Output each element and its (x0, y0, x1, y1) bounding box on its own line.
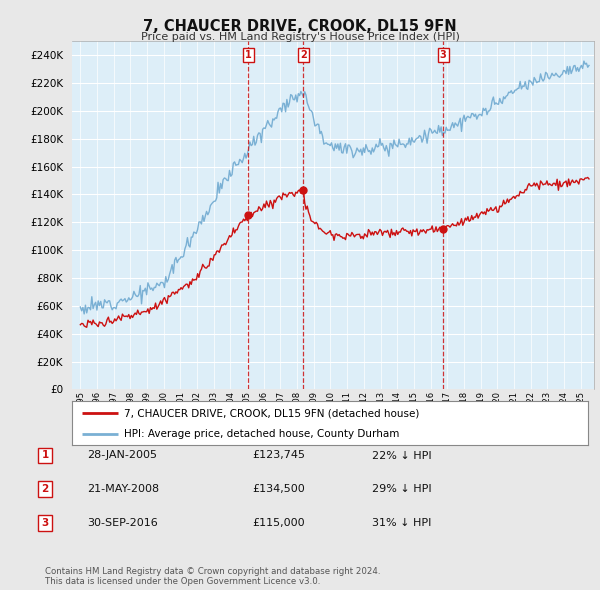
Text: 2: 2 (41, 484, 49, 494)
Text: 30-SEP-2016: 30-SEP-2016 (87, 518, 158, 527)
Text: 31% ↓ HPI: 31% ↓ HPI (372, 518, 431, 527)
Text: 1: 1 (245, 50, 251, 60)
Text: £134,500: £134,500 (252, 484, 305, 494)
Text: 7, CHAUCER DRIVE, CROOK, DL15 9FN: 7, CHAUCER DRIVE, CROOK, DL15 9FN (143, 19, 457, 34)
Text: 3: 3 (41, 518, 49, 527)
Text: 28-JAN-2005: 28-JAN-2005 (87, 451, 157, 460)
Text: Contains HM Land Registry data © Crown copyright and database right 2024.: Contains HM Land Registry data © Crown c… (45, 566, 380, 576)
Text: 3: 3 (440, 50, 446, 60)
Text: HPI: Average price, detached house, County Durham: HPI: Average price, detached house, Coun… (124, 428, 399, 438)
Text: 29% ↓ HPI: 29% ↓ HPI (372, 484, 431, 494)
Text: 7, CHAUCER DRIVE, CROOK, DL15 9FN (detached house): 7, CHAUCER DRIVE, CROOK, DL15 9FN (detac… (124, 408, 419, 418)
Text: 21-MAY-2008: 21-MAY-2008 (87, 484, 159, 494)
Text: £123,745: £123,745 (252, 451, 305, 460)
Text: 22% ↓ HPI: 22% ↓ HPI (372, 451, 431, 460)
Text: This data is licensed under the Open Government Licence v3.0.: This data is licensed under the Open Gov… (45, 576, 320, 586)
Text: £115,000: £115,000 (252, 518, 305, 527)
Text: Price paid vs. HM Land Registry's House Price Index (HPI): Price paid vs. HM Land Registry's House … (140, 32, 460, 42)
Text: 1: 1 (41, 451, 49, 460)
Text: 2: 2 (300, 50, 307, 60)
